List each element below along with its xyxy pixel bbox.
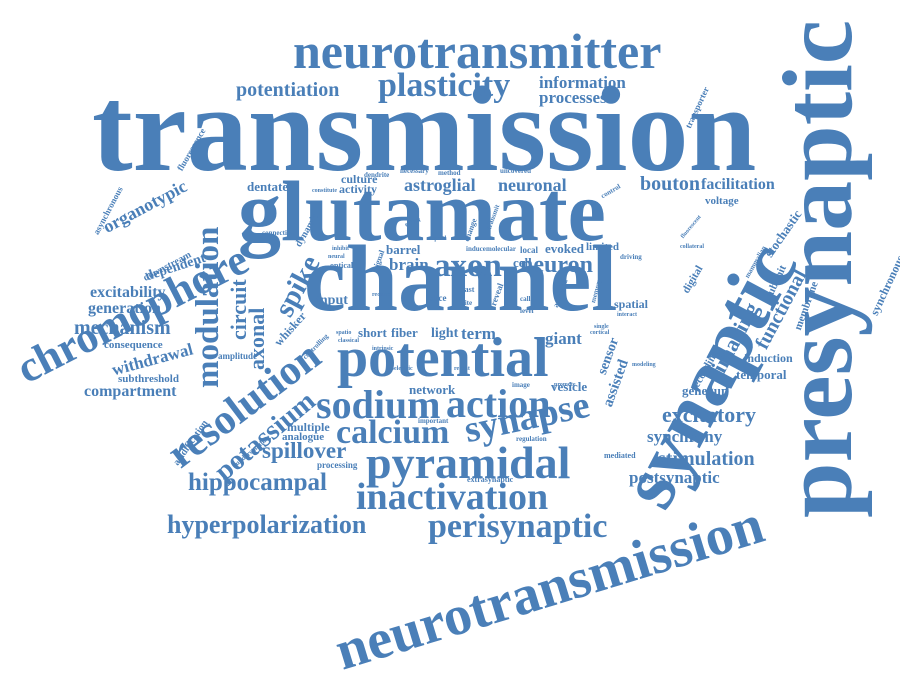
word-necessary: necessary [400, 167, 429, 175]
word-promote: promote [554, 382, 576, 388]
word-method: method [438, 169, 461, 177]
word-evoked: evoked [545, 241, 584, 256]
word-local: local [520, 245, 538, 255]
word-neuronal: neuronal [498, 175, 567, 195]
word-giant: giant [545, 329, 582, 348]
word-hippocampal: hippocampal [188, 469, 327, 496]
word-molecular: molecular [486, 245, 516, 253]
word-cortical: cortical [590, 330, 610, 336]
word-fluorescent: fluorescent [680, 214, 703, 240]
word-spatial: spatial [614, 297, 649, 311]
word-stimulation: stimulation [658, 448, 755, 470]
word-excitatory: excitatory [662, 402, 757, 427]
word-generation: generation [88, 300, 161, 317]
word-sodium: sodium [316, 382, 441, 427]
word-synchrony: synchrony [647, 427, 723, 446]
word-extrasynaptic: extrasynaptic [467, 475, 514, 484]
word-limited: limited [586, 241, 619, 253]
word-induction: induction [744, 351, 793, 365]
word-uncovered: uncovered [500, 167, 531, 175]
word-excitability: excitability [90, 284, 166, 301]
word-speed: speed [432, 236, 447, 242]
word-site: site [462, 299, 473, 307]
word-multiple: multiple [287, 420, 330, 434]
word-amplitude: amplitude [218, 351, 258, 361]
word-calcium: calcium [336, 414, 450, 451]
word-inhibit: inhibit [332, 246, 350, 252]
word-plasticity: plasticity [378, 67, 511, 104]
word-light: light [431, 326, 459, 341]
word-processing: processing [317, 460, 358, 470]
word-modeling: modeling [632, 362, 656, 368]
word-bouton: bouton [640, 173, 701, 195]
word-brain: brain [389, 255, 429, 274]
word-facilitation: facilitation [701, 176, 775, 193]
word-interact: interact [617, 312, 637, 318]
word-hyperpolarization: hyperpolarization [167, 510, 367, 539]
word-action: action [446, 381, 551, 426]
word-single: single [594, 324, 609, 330]
word-neural: neural [328, 254, 345, 260]
word-pyramidal: pyramidal [366, 437, 571, 488]
word-network: network [409, 382, 456, 397]
word-bioelectric: bioelectric [386, 366, 413, 372]
word-spatio: spatio [336, 330, 352, 336]
word-compartment: compartment [84, 383, 177, 400]
word-inactivation: inactivation [356, 476, 549, 518]
word-short: short [358, 325, 387, 340]
word-potentiation: potentiation [236, 79, 340, 101]
word-voltage: voltage [705, 195, 739, 207]
word-postsynaptic: postsynaptic [629, 468, 720, 487]
word-barrel: barrel [386, 242, 421, 257]
word-glutamate: glutamate [238, 163, 606, 259]
word-neurotransmitter: neurotransmitter [293, 23, 662, 79]
word-information: information [539, 73, 626, 92]
word-culture: culture [341, 172, 378, 186]
word-input: input [316, 293, 348, 308]
word-mediated: mediated [604, 451, 636, 460]
word-important: important [418, 417, 449, 425]
word-fast: fast [462, 285, 475, 294]
word-slice: slice [430, 293, 447, 303]
word-term: term [461, 324, 496, 343]
word-digital: digital [680, 263, 706, 296]
word-mechanism: mechanism [74, 317, 171, 339]
word-dentate: dentate [247, 179, 289, 194]
word-axon: axon [434, 248, 502, 284]
word-activity: activity [339, 182, 377, 196]
word-driving: driving [620, 253, 642, 261]
word-subthreshold: subthreshold [118, 373, 179, 385]
word-intrinsic: intrinsic [372, 346, 394, 352]
word-image: image [512, 381, 530, 389]
word-transmission: transmission [92, 62, 757, 197]
word-processes: processes [539, 88, 607, 107]
word-induce: induce [466, 245, 486, 253]
word-optical: optical [330, 261, 354, 270]
word-genegun: genegun [682, 383, 729, 398]
word-consequence: consequence [104, 339, 163, 351]
word-temporal: temporal [736, 367, 787, 382]
word-call: call [520, 295, 531, 303]
word-channel: channel [304, 227, 618, 331]
word-astroglial: astroglial [404, 175, 476, 195]
word-dendrite: dendrite [364, 171, 390, 179]
word-cell: cell [513, 255, 532, 270]
word-neuron: neuron [520, 252, 593, 278]
word-vesicle: vesicle [551, 379, 588, 394]
word-potential: potential [337, 327, 549, 389]
word-connection: connection [262, 229, 295, 237]
word-spillover: spillover [262, 438, 347, 463]
word-require: require [372, 292, 391, 298]
word-level: level [520, 307, 534, 315]
word-collateral: collateral [680, 244, 704, 250]
word-recent: recent [454, 366, 470, 372]
word-classical: classical [338, 338, 359, 344]
word-modulation: modulation [190, 226, 226, 388]
word-regulation: regulation [516, 435, 547, 443]
word-analogue: analogue [282, 431, 325, 443]
word-fiber: fiber [391, 325, 418, 340]
word-constitute: constitute [312, 188, 337, 194]
word-perisynaptic: perisynaptic [428, 508, 608, 545]
